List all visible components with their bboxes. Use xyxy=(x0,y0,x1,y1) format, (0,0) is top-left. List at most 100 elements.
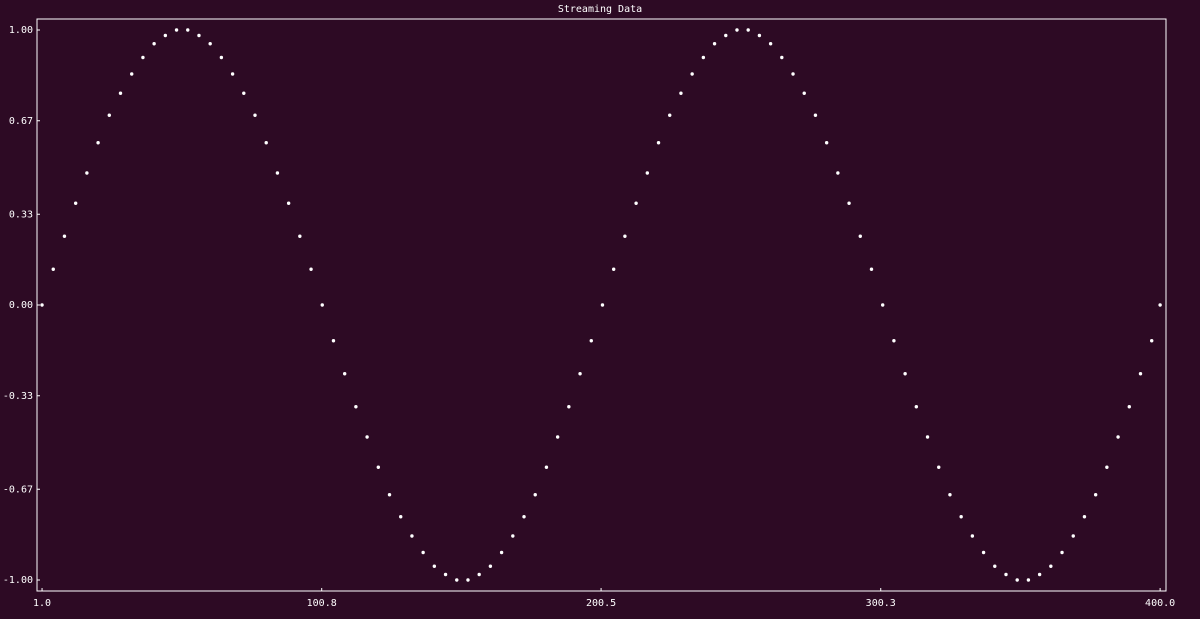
point xyxy=(488,564,493,568)
point xyxy=(253,113,257,117)
point xyxy=(522,515,526,519)
point xyxy=(993,564,997,568)
point xyxy=(141,55,145,60)
point xyxy=(152,42,156,46)
point xyxy=(219,55,224,60)
x-tick-label: 200.5 xyxy=(586,598,616,609)
point xyxy=(533,493,537,497)
point xyxy=(679,91,683,95)
point xyxy=(230,72,235,76)
point xyxy=(880,303,885,307)
point xyxy=(455,578,459,582)
point xyxy=(802,91,806,95)
x-tick-label: 400.0 xyxy=(1145,598,1175,609)
point xyxy=(724,33,728,38)
point xyxy=(186,28,190,32)
point xyxy=(970,534,975,538)
point xyxy=(410,534,414,538)
y-tick-label: 0.00 xyxy=(9,300,33,311)
point xyxy=(1127,405,1131,409)
point xyxy=(309,267,313,271)
chart-title: Streaming Data xyxy=(558,4,642,15)
point xyxy=(948,493,952,497)
point xyxy=(824,141,829,145)
point xyxy=(432,564,437,568)
point xyxy=(174,28,179,32)
y-tick-label: -0.33 xyxy=(3,391,33,402)
point xyxy=(354,405,358,409)
y-tick-label: 1.00 xyxy=(9,25,33,36)
point xyxy=(1037,572,1042,577)
point xyxy=(813,113,818,117)
point xyxy=(847,201,851,205)
point xyxy=(634,201,638,205)
point xyxy=(690,72,694,76)
x-tick-label: 1.0 xyxy=(33,598,51,609)
point xyxy=(701,55,706,60)
point xyxy=(623,234,627,238)
y-tick-label: -0.67 xyxy=(3,484,33,495)
point xyxy=(600,303,605,307)
point xyxy=(342,372,347,376)
point xyxy=(62,234,67,238)
point xyxy=(320,303,324,307)
point xyxy=(1093,493,1098,497)
point xyxy=(869,267,874,271)
point xyxy=(656,141,661,145)
point xyxy=(555,435,560,439)
point xyxy=(511,534,515,538)
point xyxy=(1060,550,1064,555)
point xyxy=(298,234,302,238)
point xyxy=(1071,534,1075,538)
point xyxy=(163,33,168,38)
point xyxy=(387,493,392,497)
point xyxy=(264,141,268,145)
point xyxy=(959,515,963,519)
point xyxy=(903,372,907,376)
point xyxy=(645,171,650,175)
point xyxy=(1116,435,1120,439)
point xyxy=(735,28,739,32)
point xyxy=(567,405,571,409)
point xyxy=(1105,465,1109,469)
point xyxy=(611,267,616,271)
point xyxy=(286,201,291,205)
point xyxy=(589,339,593,343)
point xyxy=(96,141,100,145)
point xyxy=(331,339,336,343)
point xyxy=(399,515,403,519)
point xyxy=(73,201,78,205)
point xyxy=(578,372,582,376)
point xyxy=(499,550,504,555)
point xyxy=(746,28,750,32)
point xyxy=(668,113,672,117)
point xyxy=(376,465,381,469)
point xyxy=(1026,578,1031,582)
point xyxy=(275,171,280,175)
point xyxy=(85,171,89,175)
point xyxy=(768,42,773,46)
point xyxy=(477,572,481,577)
point xyxy=(892,339,896,343)
point xyxy=(1015,578,1019,582)
point xyxy=(780,55,784,60)
y-tick-label: -1.00 xyxy=(3,575,33,586)
point xyxy=(197,33,201,38)
x-tick-label: 100.8 xyxy=(307,598,337,609)
point xyxy=(107,113,111,117)
point xyxy=(421,550,425,555)
point xyxy=(1158,303,1162,307)
point xyxy=(443,572,448,577)
point xyxy=(1150,339,1154,343)
point xyxy=(1049,564,1053,568)
point xyxy=(51,267,55,271)
point xyxy=(937,465,941,469)
point xyxy=(836,171,840,175)
point xyxy=(544,465,549,469)
point xyxy=(757,33,762,38)
point xyxy=(1082,515,1087,519)
point xyxy=(1138,372,1143,376)
point xyxy=(981,550,986,555)
